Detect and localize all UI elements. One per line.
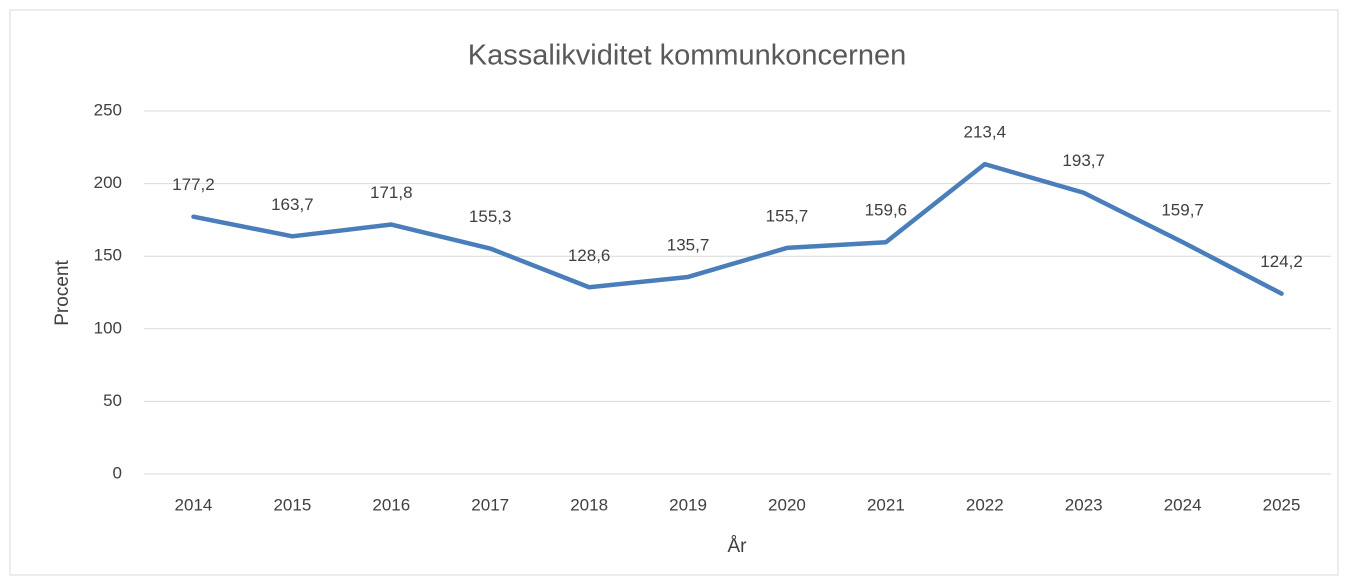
y-tick-label: 250 — [94, 100, 122, 119]
x-tick-label: 2024 — [1164, 495, 1202, 514]
data-label: 177,2 — [172, 175, 215, 194]
y-axis-title: Procent — [52, 260, 73, 326]
data-label: 163,7 — [271, 195, 314, 214]
chart-frame — [9, 9, 1339, 576]
y-tick-label: 0 — [113, 463, 122, 482]
data-label: 155,7 — [766, 206, 809, 225]
y-tick-label: 200 — [94, 173, 122, 192]
x-tick-label: 2017 — [471, 495, 509, 514]
data-label: 213,4 — [964, 123, 1007, 142]
x-tick-label: 2023 — [1065, 495, 1103, 514]
x-tick-label: 2021 — [867, 495, 905, 514]
data-label: 124,2 — [1260, 252, 1303, 271]
data-line — [191, 161, 1284, 296]
data-label: 193,7 — [1062, 151, 1105, 170]
y-tick-label: 50 — [103, 391, 122, 410]
y-tick-label: 100 — [94, 318, 122, 337]
y-tick-label: 150 — [94, 246, 122, 265]
data-label: 171,8 — [370, 183, 413, 202]
x-tick-label: 2020 — [768, 495, 806, 514]
data-label: 159,7 — [1161, 201, 1204, 220]
x-axis-title: År — [728, 536, 748, 557]
x-tick-label: 2025 — [1263, 495, 1301, 514]
data-label: 155,3 — [469, 207, 512, 226]
x-tick-label: 2014 — [175, 495, 213, 514]
x-tick-label: 2016 — [372, 495, 410, 514]
chart-title: Kassalikviditet kommunkoncernen — [468, 40, 906, 72]
x-tick-label: 2019 — [669, 495, 707, 514]
x-tick-label: 2022 — [966, 495, 1004, 514]
x-tick-label: 2015 — [273, 495, 311, 514]
data-label: 159,6 — [865, 201, 908, 220]
data-label: 128,6 — [568, 246, 611, 265]
data-label: 135,7 — [667, 235, 710, 254]
x-tick-label: 2018 — [570, 495, 608, 514]
